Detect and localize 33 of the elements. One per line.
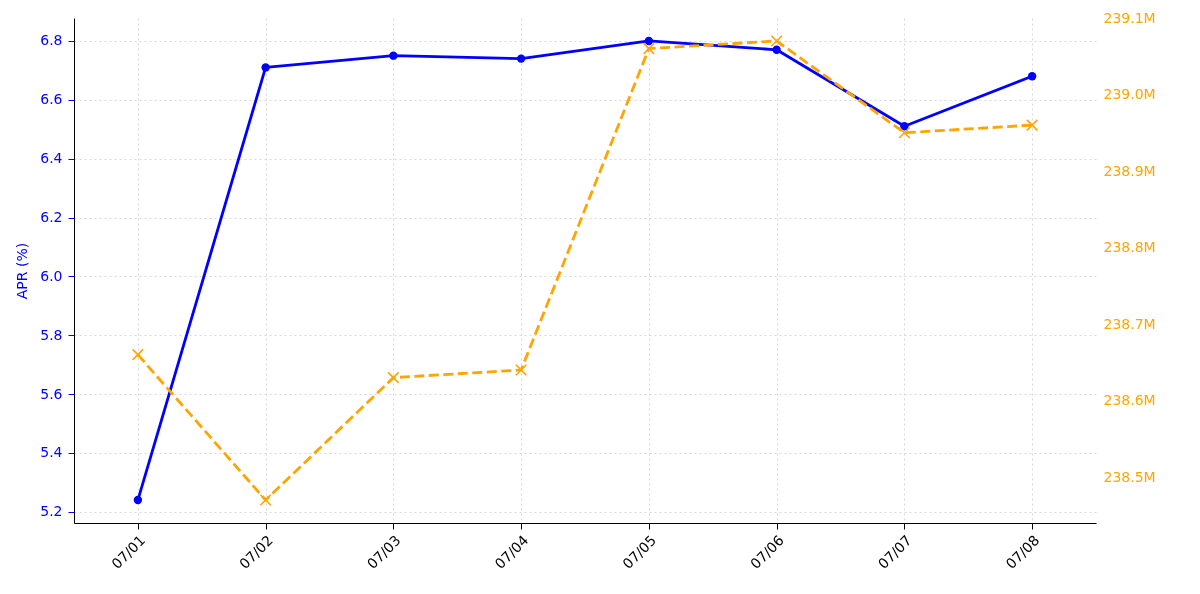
y-tick-label: 6.2 bbox=[40, 209, 63, 226]
point bbox=[772, 45, 781, 54]
y2-tick-label: 238.5M bbox=[1103, 468, 1156, 485]
y-tick-label: 6.8 bbox=[40, 32, 63, 49]
y2-tick-label: 238.7M bbox=[1103, 315, 1156, 332]
y-tick-label: 5.8 bbox=[40, 326, 63, 343]
y-tick-label: 5.2 bbox=[40, 503, 63, 520]
point bbox=[900, 122, 909, 131]
y-axis-title: APR (%) bbox=[14, 242, 31, 300]
point bbox=[898, 126, 911, 139]
point bbox=[259, 494, 272, 507]
point bbox=[515, 363, 528, 377]
point bbox=[1027, 72, 1037, 81]
point bbox=[133, 495, 143, 505]
point bbox=[516, 54, 526, 63]
point bbox=[1026, 119, 1039, 132]
y-tick-label: 6.4 bbox=[40, 150, 63, 167]
point bbox=[644, 36, 654, 46]
point bbox=[642, 42, 655, 55]
point bbox=[261, 63, 270, 72]
point bbox=[770, 34, 783, 47]
y2-tick-label: 238.6M bbox=[1103, 392, 1156, 409]
y2-tick-label: 238.9M bbox=[1103, 162, 1156, 179]
point bbox=[131, 348, 144, 361]
y2-tick-label: 239.0M bbox=[1103, 86, 1156, 103]
y-tick-label: 5.6 bbox=[40, 385, 63, 402]
point bbox=[387, 371, 400, 384]
y-tick-label: 6.0 bbox=[40, 267, 63, 284]
y2-tick-label: 238.8M bbox=[1103, 239, 1156, 256]
y2-tick-label: 239.1M bbox=[1103, 9, 1156, 26]
y-tick-label: 6.6 bbox=[40, 91, 63, 108]
y-tick-label: 5.4 bbox=[40, 444, 63, 461]
point bbox=[389, 51, 398, 60]
